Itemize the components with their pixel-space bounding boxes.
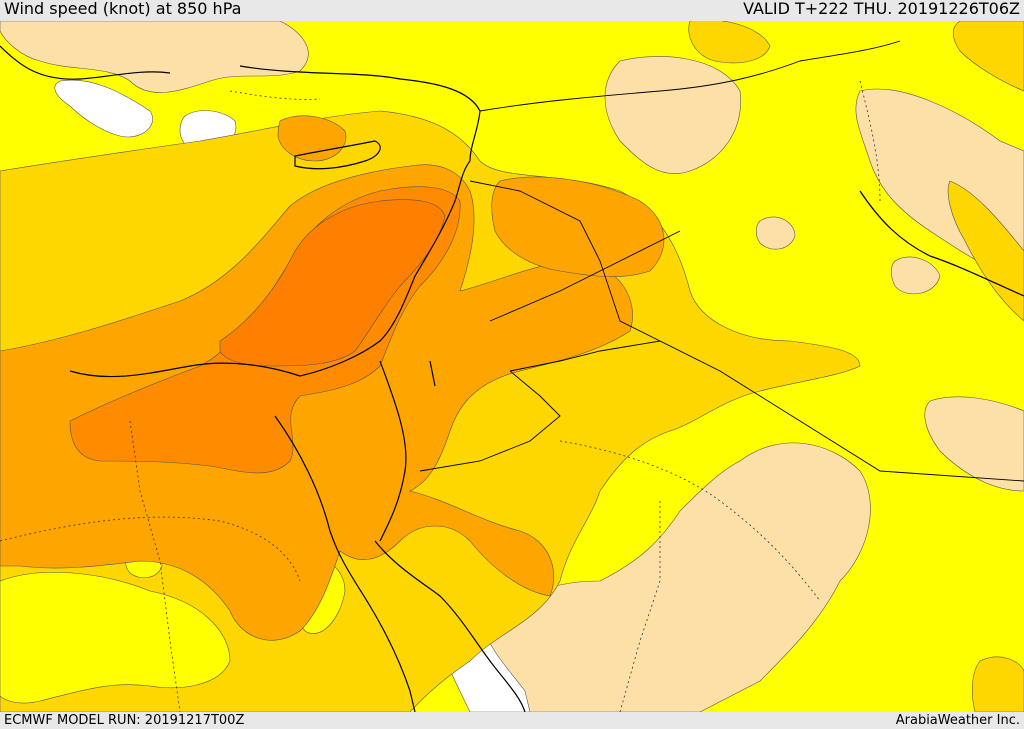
red-sea-east-coast (374, 540, 526, 712)
dotted-border-5 (229, 90, 321, 100)
border-turkey-syria (479, 40, 901, 112)
light-region-north (0, 21, 309, 93)
country-borders (419, 40, 1024, 482)
dead-sea (429, 360, 436, 387)
anatolia-coast (239, 65, 481, 162)
light-region-small-2 (890, 256, 941, 295)
fresh-region-north (688, 21, 771, 64)
model-run: ECMWF MODEL RUN: 20191217T00Z (4, 713, 245, 728)
province-borders (0, 80, 881, 712)
light-wind-regions (0, 21, 1024, 712)
border-saudi-iraq (509, 340, 1024, 482)
strong-region-jordan (491, 176, 665, 278)
fresh-region-se (971, 656, 1024, 712)
light-region-gulf (924, 396, 1024, 492)
valid-time: VALID T+222 THU. 20191226T06Z (743, 0, 1020, 18)
border-saudi-jordan (419, 370, 561, 472)
red-sea-west-coast (274, 415, 416, 712)
border-jordan (489, 230, 681, 322)
map-canvas (0, 21, 1024, 712)
coastlines (0, 45, 1024, 712)
gulf-of-aqaba (379, 360, 407, 542)
calm-region-aegean (54, 79, 153, 138)
credit: ArabiaWeather Inc. (895, 713, 1020, 728)
dotted-border-4 (859, 80, 881, 202)
mediterranean-coast (69, 160, 471, 378)
fresh-region-east (947, 180, 1024, 322)
persian-gulf-coast (859, 190, 1024, 297)
map-title: Wind speed (knot) at 850 hPa (4, 0, 242, 18)
footer-bar: ECMWF MODEL RUN: 20191217T00Z ArabiaWeat… (0, 712, 1024, 729)
border-syria-iraq (469, 180, 661, 342)
aegean-coast (0, 45, 171, 80)
dotted-border-3 (619, 501, 661, 712)
fresh-region-ne (952, 21, 1024, 92)
light-region-small-1 (755, 216, 796, 250)
moderate-patch-sw (0, 571, 231, 704)
cyprus (294, 140, 381, 170)
wind-speed-map[interactable] (0, 21, 1024, 712)
header-bar: Wind speed (knot) at 850 hPa VALID T+222… (0, 0, 1024, 21)
dotted-border-2 (559, 440, 821, 602)
